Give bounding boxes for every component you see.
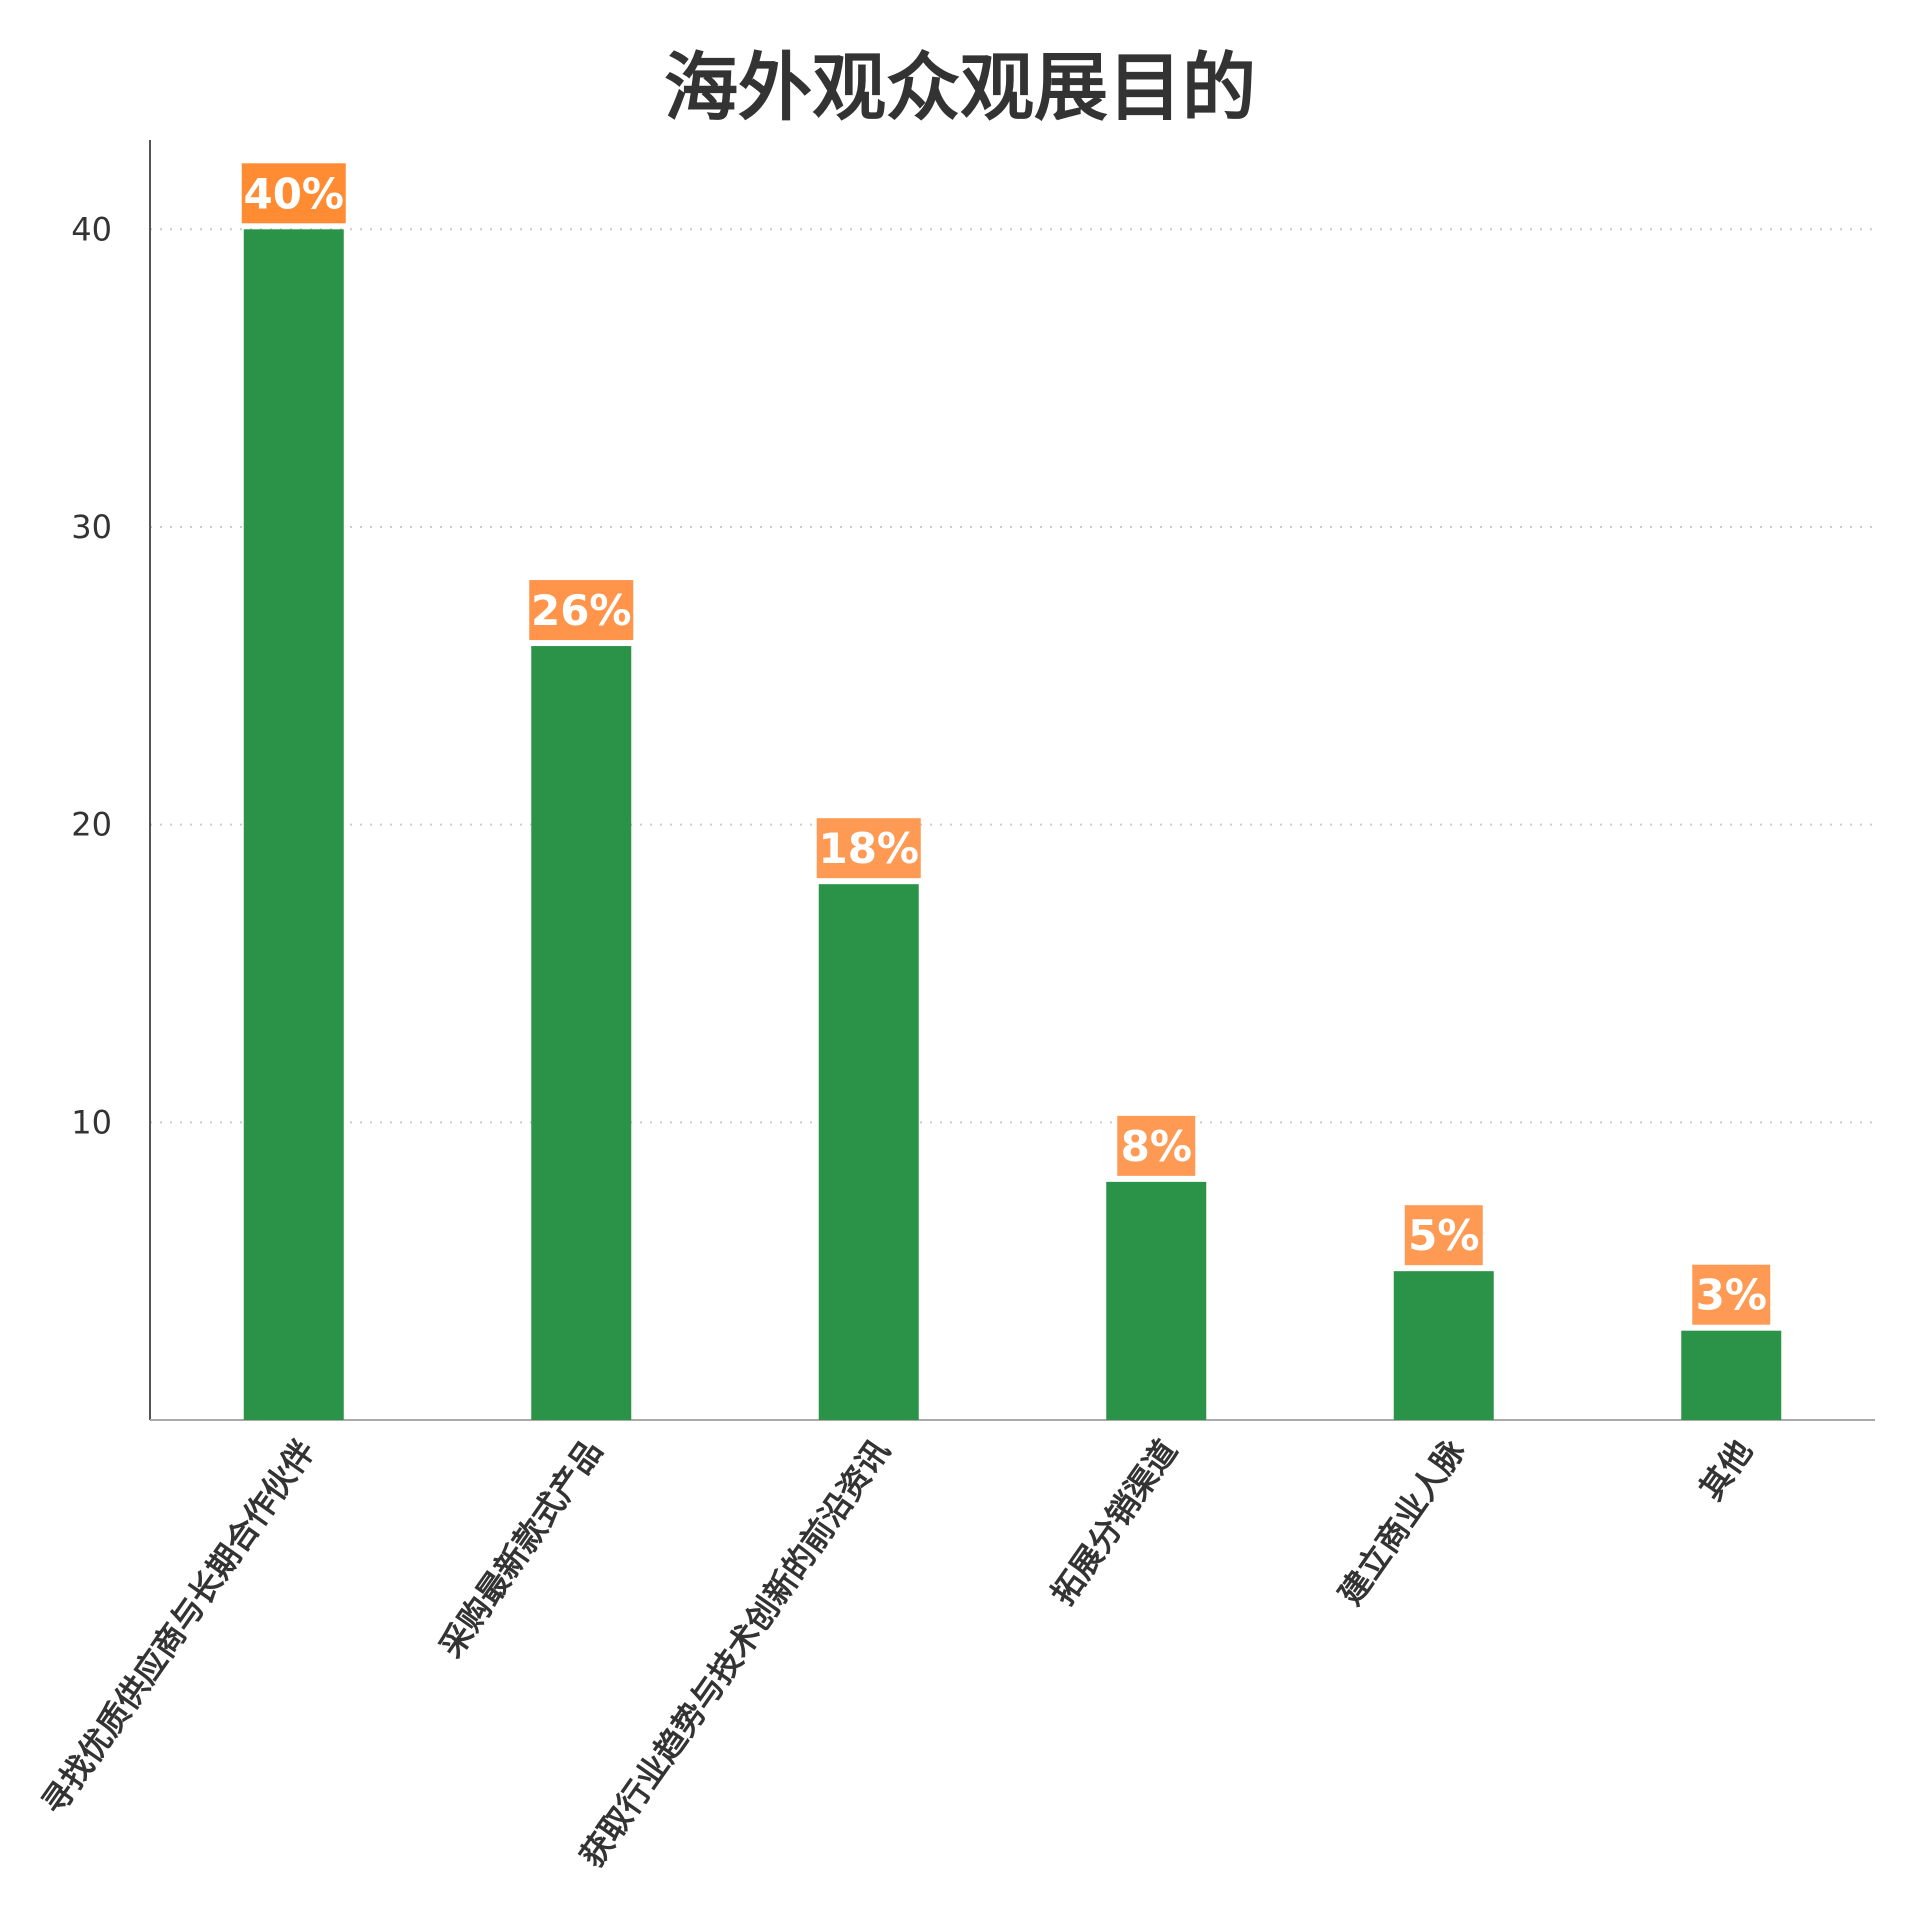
x-category-label: 其他 <box>1692 1433 1760 1507</box>
data-label-box <box>1117 1115 1196 1176</box>
data-label: 3% <box>1696 1271 1767 1320</box>
bar <box>1681 1330 1782 1420</box>
x-category-label: 拓展分销渠道 <box>1044 1433 1185 1612</box>
bar <box>818 884 919 1420</box>
bar <box>243 229 344 1420</box>
x-category-label: 建立商业人脉 <box>1331 1432 1473 1612</box>
chart-title: 海外观众观展目的 <box>664 45 1256 131</box>
bar <box>531 646 632 1420</box>
x-category-label: 获取行业趋势与技术创新的前沿资讯 <box>572 1433 897 1874</box>
data-label: 8% <box>1121 1122 1192 1171</box>
y-tick-label: 40 <box>71 210 112 248</box>
y-tick-label: 20 <box>71 806 112 844</box>
data-label: 40% <box>243 169 344 218</box>
data-label-box <box>241 163 346 224</box>
bar <box>1106 1181 1207 1420</box>
data-label-box <box>816 818 921 879</box>
data-label: 5% <box>1408 1211 1479 1260</box>
x-category-label: 采购最新款式产品 <box>432 1433 610 1665</box>
data-label-box <box>1404 1205 1483 1266</box>
y-tick-label: 10 <box>71 1103 112 1141</box>
data-label: 18% <box>818 824 919 873</box>
data-label-box <box>529 580 634 641</box>
data-label-box <box>1692 1264 1771 1325</box>
bar <box>1393 1271 1494 1420</box>
data-label: 26% <box>531 586 632 635</box>
y-tick-label: 30 <box>71 508 112 546</box>
x-category-label: 寻找优质供应商与长期合作伙伴 <box>34 1433 322 1822</box>
